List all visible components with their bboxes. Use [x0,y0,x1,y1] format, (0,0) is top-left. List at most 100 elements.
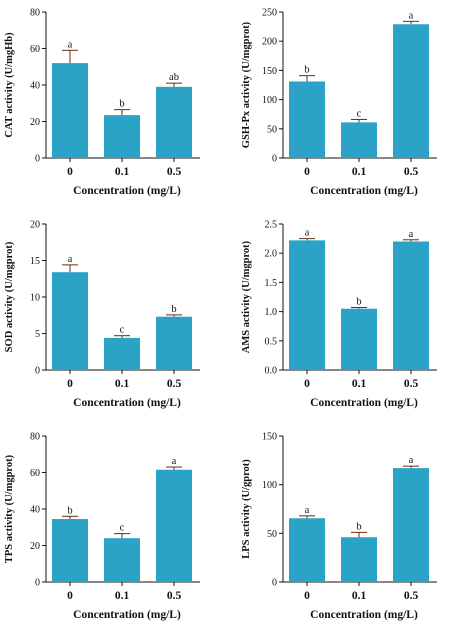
significance-letter: a [409,229,414,240]
y-tick-label: 0 [272,578,277,589]
significance-letter: b [304,65,309,76]
y-tick-label: 0 [35,578,40,589]
y-axis-label: CAT activity (U/mgHb) [4,32,15,138]
y-tick-label: 150 [262,432,277,443]
chart-lps: 0 50 100 150 LPS activity (U/gprot) a 0 b 0.1 a 0.… [241,432,437,621]
chart-gsh-px: 0 50 100 150 200 250 GSH-Px activity (U/mgprot… [241,8,437,197]
y-tick-label: 0.5 [265,336,278,347]
y-tick-label: 2.5 [265,220,278,231]
x-tick-label: 0.1 [352,590,367,602]
panel-lps: 0 50 100 150 LPS activity (U/gprot) a 0 b 0.1 a 0.… [237,424,474,635]
y-tick-label: 150 [262,66,277,77]
y-tick-label: 20 [30,220,40,231]
significance-letter: a [68,254,73,265]
y-tick-label: 10 [30,293,40,304]
x-tick-label: 0.1 [352,166,367,178]
bar [289,81,325,158]
significance-letter: b [119,99,124,110]
y-tick-label: 5 [35,329,40,340]
x-tick-label: 0.1 [352,378,367,390]
significance-letter: a [68,39,73,50]
x-tick-label: 0 [67,378,73,390]
chart-tps: 0 20 40 60 80 TPS activity (U/mgprot) b 0 c 0.1 a 0… [4,432,200,621]
y-tick-label: 20 [30,117,40,128]
y-tick-label: 40 [30,81,40,92]
x-tick-label: 0.5 [167,590,182,602]
x-tick-label: 0.1 [115,166,130,178]
bar [393,468,429,582]
bar [156,469,192,582]
x-axis-label: Concentration (mg/L) [310,397,418,409]
x-tick-label: 0 [67,590,73,602]
bar [104,115,140,158]
y-axis-label: LPS activity (U/gprot) [241,459,252,559]
bar [156,316,192,370]
y-tick-label: 0 [272,154,277,165]
y-tick-label: 0 [35,366,40,377]
panel-ams: 0.0 0.5 1.0 1.5 2.0 2.5 AMS activity (U/mgprot… [237,212,474,423]
chart-cat: 0 20 40 60 80 CAT activity (U/mgHb) a 0 b 0.1 ab 0.… [4,8,200,197]
significance-letter: c [120,523,125,534]
significance-letter: c [357,108,362,119]
y-tick-label: 0.0 [265,366,278,377]
significance-letter: a [409,10,414,21]
bar [341,122,377,158]
significance-letter: b [356,521,361,532]
x-tick-label: 0.5 [404,166,419,178]
x-tick-label: 0.5 [404,378,419,390]
y-tick-label: 50 [267,529,277,540]
x-axis-label: Concentration (mg/L) [310,609,418,621]
y-tick-label: 20 [30,541,40,552]
y-tick-label: 15 [30,256,40,267]
y-tick-label: 100 [262,480,277,491]
x-axis-label: Concentration (mg/L) [73,397,181,409]
significance-letter: c [120,325,125,336]
x-tick-label: 0.5 [167,166,182,178]
bar [341,537,377,582]
y-tick-label: 60 [30,468,40,479]
bar [393,241,429,370]
y-axis-label: SOD activity (U/mgprot) [4,241,15,352]
significance-letter: ab [169,72,179,83]
y-tick-label: 2.0 [265,249,278,260]
x-tick-label: 0.5 [167,378,182,390]
x-tick-label: 0 [304,378,310,390]
y-axis-label: TPS activity (U/mgprot) [4,454,15,563]
y-tick-label: 1.0 [265,307,278,318]
panel-gsh-px: 0 50 100 150 200 250 GSH-Px activity (U/mgprot… [237,0,474,211]
panel-sod: 0 5 10 15 20 SOD activity (U/mgprot) a 0 c 0.1 b 0.… [0,212,237,423]
significance-letter: a [409,455,414,466]
bar [52,272,88,370]
y-tick-label: 80 [30,8,40,19]
x-tick-label: 0 [304,166,310,178]
bar [52,63,88,158]
significance-letter: b [67,505,72,516]
significance-letter: a [172,456,177,467]
bar [341,308,377,370]
x-tick-label: 0.1 [115,378,130,390]
y-tick-label: 80 [30,432,40,443]
panel-cat: 0 20 40 60 80 CAT activity (U/mgHb) a 0 b 0.1 ab 0.… [0,0,237,211]
x-axis-label: Concentration (mg/L) [310,185,418,197]
bar [52,519,88,582]
x-tick-label: 0 [67,166,73,178]
bar [393,24,429,158]
x-tick-label: 0.1 [115,590,130,602]
y-tick-label: 50 [267,124,277,135]
bar [156,86,192,158]
significance-letter: b [171,304,176,315]
significance-letter: a [305,228,310,239]
chart-sod: 0 5 10 15 20 SOD activity (U/mgprot) a 0 c 0.1 b 0.… [4,220,200,409]
y-tick-label: 1.5 [265,278,278,289]
y-tick-label: 40 [30,505,40,516]
x-axis-label: Concentration (mg/L) [73,185,181,197]
panel-tps: 0 20 40 60 80 TPS activity (U/mgprot) b 0 c 0.1 a 0… [0,424,237,635]
x-tick-label: 0.5 [404,590,419,602]
significance-letter: a [305,505,310,516]
bar [104,337,140,370]
y-axis-label: GSH-Px activity (U/mgprot) [241,21,252,148]
y-tick-label: 0 [35,154,40,165]
chart-ams: 0.0 0.5 1.0 1.5 2.0 2.5 AMS activity (U/mgprot… [241,220,437,409]
y-tick-label: 60 [30,44,40,55]
